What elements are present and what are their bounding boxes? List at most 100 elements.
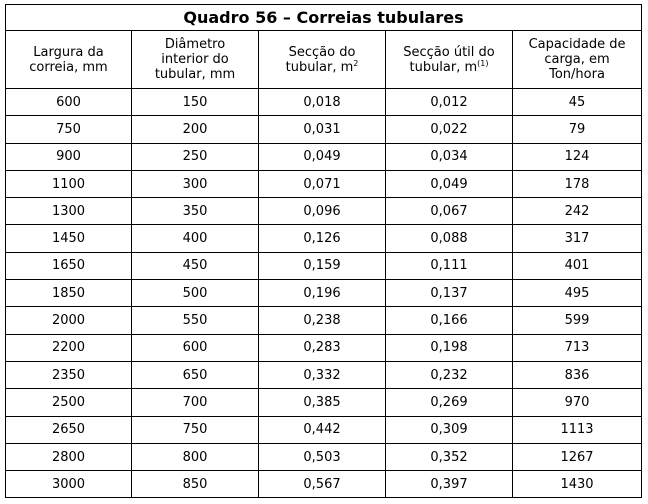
table-cell: 900 xyxy=(5,142,132,171)
table-cell: 2200 xyxy=(5,333,132,362)
table-cell: 0,503 xyxy=(258,442,386,472)
table-cell: 1450 xyxy=(5,224,132,253)
table-cell: 800 xyxy=(131,442,259,472)
table-cell: 0,232 xyxy=(385,360,513,390)
header-line: tubular, mm xyxy=(154,67,236,82)
header-line: Ton/hora xyxy=(549,67,605,82)
table-cell: 0,567 xyxy=(258,470,386,499)
table-cell: 600 xyxy=(131,333,259,362)
table-cell: 250 xyxy=(131,142,259,171)
table-cell: 242 xyxy=(511,197,643,226)
table-cell: 0,088 xyxy=(385,224,513,253)
table-cell: 850 xyxy=(131,470,259,499)
table-row: 3000 850 0,567 0,397 1430 xyxy=(5,470,643,499)
table-cell: 0,012 xyxy=(385,87,513,117)
table-cell: 1850 xyxy=(5,279,132,308)
table-cell: 2350 xyxy=(5,360,132,390)
table-cell: 0,397 xyxy=(385,470,513,499)
table-cell: 750 xyxy=(131,415,259,444)
table-cell: 2650 xyxy=(5,415,132,444)
header-cell: Secção útil do tubular, m(1) xyxy=(385,30,513,89)
table-cell: 836 xyxy=(511,360,643,390)
table-cell: 2800 xyxy=(5,442,132,472)
table-cell: 0,018 xyxy=(258,87,386,117)
table-cell: 1100 xyxy=(5,169,132,199)
table-row: 2500 700 0,385 0,269 970 xyxy=(5,388,643,417)
header-line: carga, em xyxy=(544,52,610,67)
table-cell: 317 xyxy=(511,224,643,253)
table-row: 1650 450 0,159 0,111 401 xyxy=(5,251,643,281)
data-table: Quadro 56 – Correias tubulares Largura d… xyxy=(4,4,643,499)
header-line: Largura da xyxy=(33,44,104,60)
superscript: 2 xyxy=(353,58,359,68)
table-row: 2200 600 0,283 0,198 713 xyxy=(5,333,643,362)
table-row: 1850 500 0,196 0,137 495 xyxy=(5,279,643,308)
table-cell: 0,309 xyxy=(385,415,513,444)
header-line: Secção do xyxy=(288,44,356,60)
table-cell: 0,238 xyxy=(258,306,386,335)
header-line: Capacidade de xyxy=(528,37,626,52)
table-cell: 0,031 xyxy=(258,115,386,144)
table-cell: 0,352 xyxy=(385,442,513,472)
table-cell: 350 xyxy=(131,197,259,226)
table-cell: 0,137 xyxy=(385,279,513,308)
table-row: 1300 350 0,096 0,067 242 xyxy=(5,197,643,226)
superscript: (1) xyxy=(477,58,489,68)
table-cell: 600 xyxy=(5,87,132,117)
table-row: 2800 800 0,503 0,352 1267 xyxy=(5,442,643,472)
table-cell: 45 xyxy=(511,87,643,117)
table-cell: 0,196 xyxy=(258,279,386,308)
table-row: 900 250 0,049 0,034 124 xyxy=(5,142,643,171)
table-row: 2350 650 0,332 0,232 836 xyxy=(5,360,643,390)
header-line: tubular, m(1) xyxy=(409,58,489,75)
header-line: Secção útil do xyxy=(403,44,495,60)
table-cell: 0,283 xyxy=(258,333,386,362)
table-row: 600 150 0,018 0,012 45 xyxy=(5,87,643,117)
table-cell: 1430 xyxy=(511,470,643,499)
table-row: 2650 750 0,442 0,309 1113 xyxy=(5,415,643,444)
table-cell: 0,166 xyxy=(385,306,513,335)
table-cell: 495 xyxy=(511,279,643,308)
table-cell: 400 xyxy=(131,224,259,253)
table-cell: 0,022 xyxy=(385,115,513,144)
table-cell: 79 xyxy=(511,115,643,144)
table-cell: 1267 xyxy=(511,442,643,472)
table-cell: 2000 xyxy=(5,306,132,335)
table-cell: 450 xyxy=(131,251,259,281)
table-cell: 0,049 xyxy=(258,142,386,171)
table-cell: 650 xyxy=(131,360,259,390)
header-line: Diâmetro xyxy=(164,37,226,52)
table-cell: 0,159 xyxy=(258,251,386,281)
table-row: 2000 550 0,238 0,166 599 xyxy=(5,306,643,335)
table-row: 1450 400 0,126 0,088 317 xyxy=(5,224,643,253)
table-cell: 0,111 xyxy=(385,251,513,281)
table-cell: 750 xyxy=(5,115,132,144)
table-cell: 1113 xyxy=(511,415,643,444)
table-cell: 401 xyxy=(511,251,643,281)
header-line: tubular, m2 xyxy=(285,58,359,75)
table-cell: 0,049 xyxy=(385,169,513,199)
table-row: 1100 300 0,071 0,049 178 xyxy=(5,169,643,199)
table-cell: 0,034 xyxy=(385,142,513,171)
table-cell: 178 xyxy=(511,169,643,199)
table-cell: 970 xyxy=(511,388,643,417)
table-cell: 0,442 xyxy=(258,415,386,444)
header-cell: Largura da correia, mm xyxy=(5,30,132,89)
table-cell: 0,269 xyxy=(385,388,513,417)
table-cell: 1650 xyxy=(5,251,132,281)
table-cell: 200 xyxy=(131,115,259,144)
table-cell: 500 xyxy=(131,279,259,308)
table-cell: 0,332 xyxy=(258,360,386,390)
header-line: interior do xyxy=(161,52,229,67)
table-cell: 0,198 xyxy=(385,333,513,362)
table-cell: 700 xyxy=(131,388,259,417)
header-line: correia, mm xyxy=(29,59,108,75)
table-cell: 1300 xyxy=(5,197,132,226)
table-cell: 150 xyxy=(131,87,259,117)
table-cell: 300 xyxy=(131,169,259,199)
table-cell: 0,071 xyxy=(258,169,386,199)
table-cell: 713 xyxy=(511,333,643,362)
table-row: 750 200 0,031 0,022 79 xyxy=(5,115,643,144)
header-cell: Diâmetro interior do tubular, mm xyxy=(131,30,259,89)
